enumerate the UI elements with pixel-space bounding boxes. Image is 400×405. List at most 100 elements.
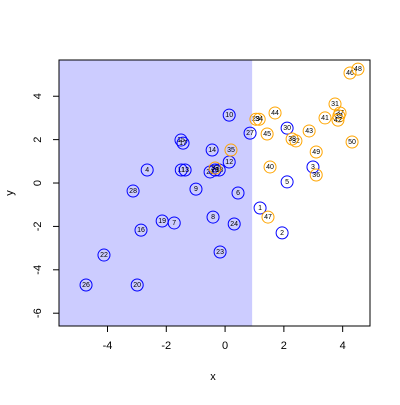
point <box>261 210 275 224</box>
point-label: 38 <box>288 136 296 143</box>
point <box>205 143 219 157</box>
x-tick-label: 2 <box>281 340 287 352</box>
point <box>302 124 316 138</box>
point <box>176 136 190 150</box>
point-label: 6 <box>236 190 240 197</box>
point <box>213 245 227 259</box>
point-label: 32 <box>292 138 300 145</box>
point-label: 1 <box>258 205 262 212</box>
point-label: 17 <box>179 140 187 147</box>
point <box>351 62 365 76</box>
point <box>97 248 111 262</box>
point <box>263 160 277 174</box>
point-label: 30 <box>283 125 291 132</box>
point-label: 44 <box>271 110 279 117</box>
point <box>243 126 257 140</box>
point-label: 41 <box>321 115 329 122</box>
point <box>174 133 188 147</box>
point <box>208 161 222 175</box>
point <box>178 163 192 177</box>
point-label: 33 <box>211 165 219 172</box>
point-label: 14 <box>208 147 216 154</box>
point-label: 40 <box>266 164 274 171</box>
point <box>126 184 140 198</box>
x-tick-label: -2 <box>161 340 171 352</box>
point-label: 3 <box>311 164 315 171</box>
point <box>285 132 299 146</box>
point-label: 9 <box>194 186 198 193</box>
x-axis-label: x <box>210 371 216 383</box>
plot-frame <box>58 59 371 327</box>
x-tick-label: -4 <box>103 340 113 352</box>
point-label: 46 <box>346 70 354 77</box>
point <box>174 163 188 177</box>
point-label: 22 <box>100 252 108 259</box>
point <box>227 217 241 231</box>
point-label: 5 <box>285 179 289 186</box>
point <box>268 106 282 120</box>
point-label: 39 <box>335 113 343 120</box>
point-label: 13 <box>181 167 189 174</box>
point <box>155 214 169 228</box>
point-label: 26 <box>82 282 90 289</box>
x-tick-label: 4 <box>340 340 346 352</box>
point-label: 49 <box>312 149 320 156</box>
point <box>309 145 323 159</box>
point-label: 25 <box>211 167 219 174</box>
point-label: 42 <box>334 117 342 124</box>
point <box>280 121 294 135</box>
point <box>332 109 346 123</box>
point <box>280 175 294 189</box>
point <box>252 112 266 126</box>
point <box>260 127 274 141</box>
point-label: 29 <box>252 116 260 123</box>
point-label: 12 <box>225 159 233 166</box>
point-label: 21 <box>206 169 214 176</box>
point <box>189 182 203 196</box>
y-tick-label: 4 <box>32 93 44 99</box>
point-label: 2 <box>280 230 284 237</box>
point-label: 10 <box>225 112 233 119</box>
point-label: 47 <box>264 214 272 221</box>
point <box>79 278 93 292</box>
point <box>206 210 220 224</box>
point <box>318 111 332 125</box>
point-label: 16 <box>137 227 145 234</box>
point-label: 19 <box>158 218 166 225</box>
point <box>222 108 236 122</box>
point-label: 35 <box>227 147 235 154</box>
point <box>345 135 359 149</box>
point <box>224 143 238 157</box>
point-label: 23 <box>216 249 224 256</box>
point-label: 4 <box>145 167 149 174</box>
y-axis-label: y <box>4 190 16 196</box>
point-label: 24 <box>230 221 238 228</box>
y-tick-label: 0 <box>32 180 44 186</box>
y-tick-label: 2 <box>32 137 44 143</box>
point-label: 27 <box>246 130 254 137</box>
point <box>134 223 148 237</box>
y-tick-label: -6 <box>32 308 44 318</box>
point-label: 20 <box>133 282 141 289</box>
point-label: 45 <box>263 131 271 138</box>
point <box>331 113 345 127</box>
point <box>231 186 245 200</box>
point-label: 18 <box>215 167 223 174</box>
x-tick-label: 0 <box>222 340 228 352</box>
y-tick-label: -2 <box>32 222 44 232</box>
point <box>343 66 357 80</box>
point <box>309 168 323 182</box>
point-label: 48 <box>354 66 362 73</box>
point-label: 36 <box>312 172 320 179</box>
point <box>253 201 267 215</box>
point <box>130 278 144 292</box>
point-label: 37 <box>336 110 344 117</box>
point-label: 28 <box>129 188 137 195</box>
point-label: 11 <box>178 167 185 174</box>
point <box>306 160 320 174</box>
point <box>249 112 263 126</box>
point-label: 15 <box>177 137 185 144</box>
point-label: 43 <box>305 128 313 135</box>
point-label: 31 <box>331 101 339 108</box>
